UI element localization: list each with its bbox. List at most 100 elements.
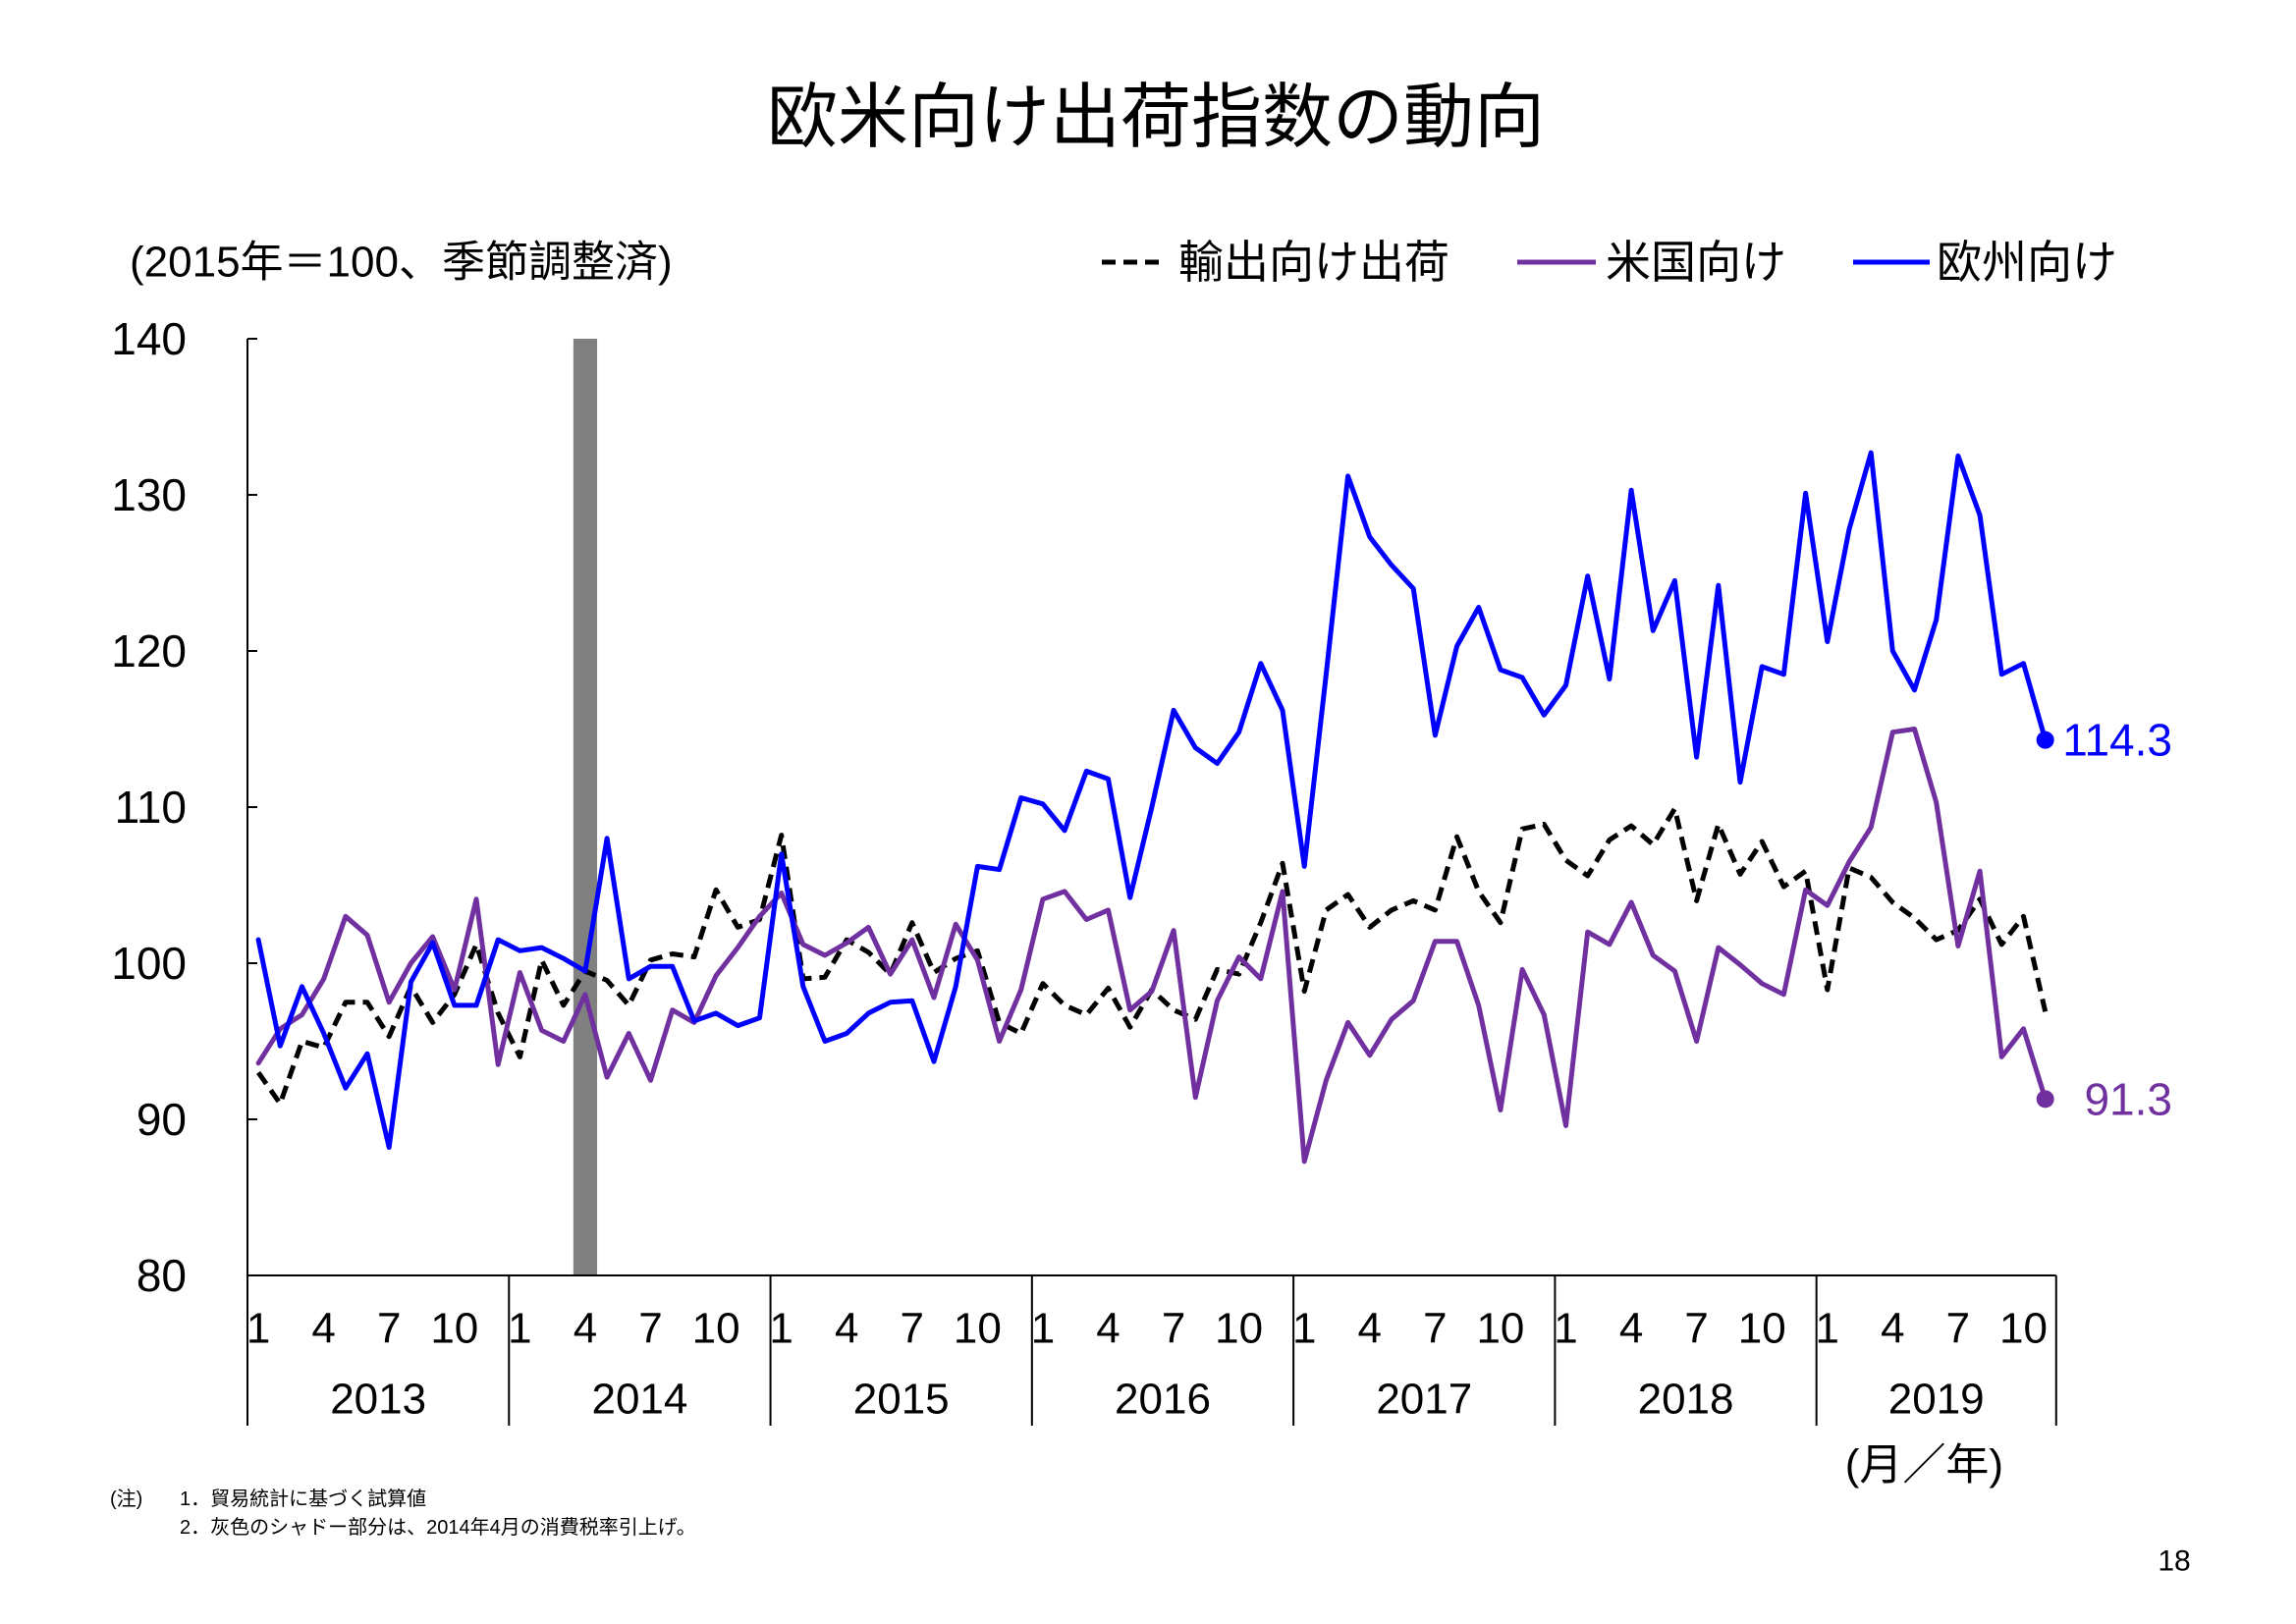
data-point [517,947,522,953]
x-month-tick-label: 10 [1215,1305,1263,1353]
data-point [1998,942,2004,947]
data-point [2021,913,2027,919]
data-point [1803,868,1809,874]
data-point [604,836,610,841]
data-point [343,1000,349,1005]
data-point [321,1031,327,1037]
data-point [386,1034,392,1040]
data-point [1476,889,1482,894]
data-point [822,974,828,980]
data-point [1846,526,1852,532]
data-point [1106,776,1112,782]
data-point [582,968,588,974]
data-point [1367,924,1373,930]
data-point [1694,754,1700,760]
y-tick-label: 80 [137,1250,187,1301]
data-point [1171,928,1176,934]
legend-item-export: 輸出向け出荷 [1102,237,1449,288]
data-point [408,979,413,985]
data-point [800,942,806,947]
data-point [1737,871,1743,877]
y-tick-label: 140 [111,313,187,364]
data-point [1389,1016,1394,1022]
data-point [452,987,458,993]
y-tick-label: 130 [111,469,187,520]
data-point [1410,998,1416,1003]
x-month-tick-label: 1 [769,1305,793,1353]
legend-label-us: 米国向け [1606,237,1786,288]
data-point [1083,1012,1089,1018]
x-year-label: 2015 [853,1376,950,1424]
x-year-label: 2017 [1376,1376,1472,1424]
x-month-tick-label: 4 [1358,1305,1382,1353]
data-point [300,1039,305,1045]
data-point [321,1045,327,1051]
data-point [604,1074,610,1080]
data-point [539,957,545,963]
data-point [1803,490,1809,496]
data-point [300,1012,305,1018]
data-point [1889,730,1895,735]
data-point [1585,929,1591,935]
data-point [1301,1159,1307,1164]
data-point [1563,1122,1569,1128]
data-point [1040,801,1046,807]
data-point [888,971,894,977]
data-point [1280,707,1285,713]
data-point [1192,745,1198,751]
data-point [1716,822,1722,828]
data-point [1585,873,1591,879]
x-month-tick-label: 10 [954,1305,1002,1353]
data-point [800,984,806,990]
x-month-tick-label: 10 [1738,1305,1786,1353]
legend-item-us: 米国向け [1517,237,1786,288]
data-point [1934,799,1940,805]
x-month-tick-label: 1 [1816,1305,1839,1353]
data-point [1432,939,1438,945]
data-point [1628,823,1634,829]
x-month-tick-label: 10 [692,1305,740,1353]
data-point [1955,453,1961,459]
data-point [1737,962,1743,968]
data-point [713,973,719,979]
data-point [1215,761,1221,767]
data-point [888,1000,894,1005]
data-point [561,1039,567,1045]
data-point [1934,937,1940,943]
data-point [408,960,413,966]
data-point [1628,899,1634,905]
data-point [1607,837,1613,842]
data-point [844,1031,849,1037]
data-point [255,937,261,943]
legend-label-europe: 欧州向け [1937,237,2117,288]
y-tick-label: 120 [111,625,187,677]
data-point [2021,1026,2027,1032]
data-point [1236,954,1242,960]
x-month-tick-label: 7 [638,1305,662,1353]
legend: 輸出向け出荷 米国向け 欧州向け [1102,237,2117,288]
data-point [1149,989,1155,995]
data-point [1127,894,1133,900]
data-point [648,963,654,969]
x-axis-unit-label: (月／年) [1845,1441,2003,1489]
data-point [1541,822,1547,828]
data-point [626,976,631,982]
data-point [300,984,305,990]
data-point [1825,987,1831,993]
data-point [931,970,937,976]
x-month-tick-label: 7 [901,1305,924,1353]
data-point [1759,664,1765,670]
data-point [1628,487,1634,493]
data-point [1323,907,1329,913]
data-point [1432,732,1438,738]
data-point [1062,889,1067,894]
data-point [1846,859,1852,865]
data-point [997,1039,1003,1045]
x-month-tick-label: 4 [574,1305,597,1353]
data-point [1345,892,1351,897]
data-point [1889,899,1895,905]
data-point [670,1007,676,1013]
data-point [691,954,697,960]
